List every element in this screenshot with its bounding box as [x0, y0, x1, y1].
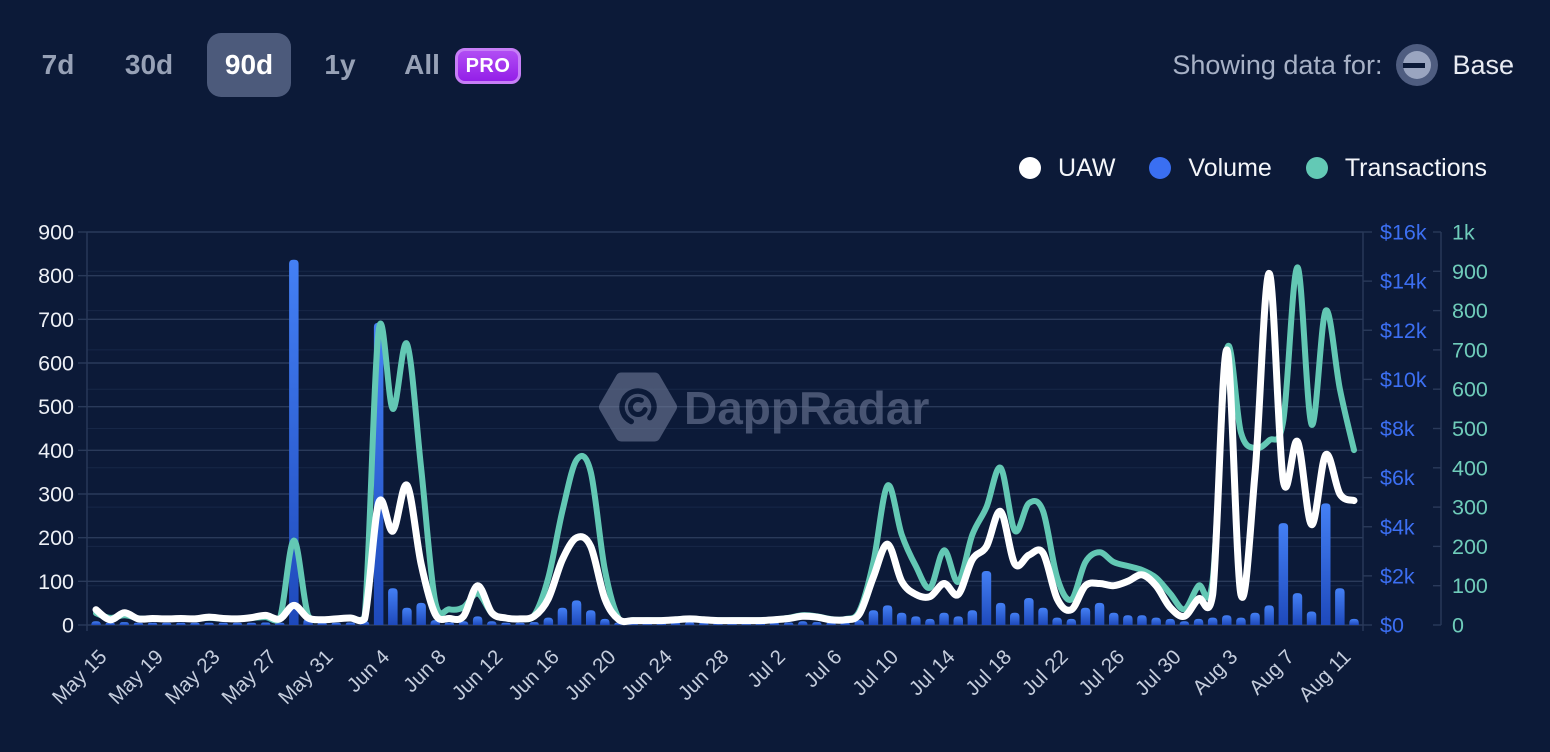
svg-text:$8k: $8k [1380, 417, 1415, 441]
svg-text:May 23: May 23 [161, 645, 225, 709]
svg-text:Jul 18: Jul 18 [961, 645, 1016, 700]
svg-text:$6k: $6k [1380, 466, 1415, 490]
chart-legend: UAW Volume Transactions [1019, 151, 1487, 185]
svg-text:600: 600 [38, 352, 74, 376]
svg-text:$16k: $16k [1380, 221, 1427, 245]
svg-text:Jun 24: Jun 24 [617, 645, 677, 705]
svg-text:Jun 16: Jun 16 [504, 645, 564, 705]
range-button-1y[interactable]: 1y [324, 49, 356, 80]
svg-text:$14k: $14k [1380, 270, 1427, 294]
svg-text:May 31: May 31 [274, 645, 338, 709]
legend-item-volume[interactable]: Volume [1149, 153, 1272, 183]
svg-text:200: 200 [1452, 535, 1488, 559]
svg-text:900: 900 [1452, 260, 1488, 284]
svg-text:$4k: $4k [1380, 515, 1415, 539]
svg-text:400: 400 [1452, 456, 1488, 480]
svg-text:0: 0 [62, 614, 74, 638]
svg-text:Jul 2: Jul 2 [743, 645, 790, 692]
svg-text:Jun 28: Jun 28 [674, 645, 734, 705]
transactions-legend-dot-icon [1305, 157, 1328, 179]
svg-text:500: 500 [38, 395, 74, 419]
range-button-all[interactable]: All [404, 49, 440, 80]
svg-text:Jul 26: Jul 26 [1074, 645, 1129, 700]
svg-text:Aug 7: Aug 7 [1245, 645, 1299, 699]
svg-text:600: 600 [1452, 378, 1488, 402]
svg-text:Jul 30: Jul 30 [1131, 645, 1186, 700]
volume-bars [91, 259, 1359, 625]
svg-text:700: 700 [1452, 338, 1488, 362]
svg-text:500: 500 [1452, 417, 1488, 441]
legend-label-volume: Volume [1188, 153, 1272, 182]
svg-text:May 27: May 27 [217, 645, 281, 709]
svg-text:$0: $0 [1380, 614, 1404, 638]
svg-text:Jun 20: Jun 20 [561, 645, 621, 705]
svg-text:100: 100 [38, 570, 74, 594]
svg-text:May 19: May 19 [104, 645, 168, 709]
svg-text:Jul 6: Jul 6 [800, 645, 847, 692]
svg-text:Jun 12: Jun 12 [448, 645, 508, 705]
network-name: Base [1452, 49, 1514, 80]
volume-axis-labels: $16k $14k $12k $10k $8k $6k $4k $2k $0 [1380, 221, 1427, 638]
legend-item-uaw[interactable]: UAW [1019, 154, 1115, 183]
base-network-icon [1396, 44, 1439, 86]
svg-text:800: 800 [38, 264, 74, 288]
svg-text:May 15: May 15 [48, 645, 112, 709]
range-button-30d[interactable]: 30d [124, 49, 174, 80]
volume-legend-dot-icon [1149, 157, 1172, 179]
svg-text:Jul 14: Jul 14 [905, 645, 960, 700]
svg-text:300: 300 [38, 483, 74, 507]
svg-text:800: 800 [1452, 299, 1488, 323]
uaw-line [92, 269, 1358, 626]
legend-label-uaw: UAW [1058, 153, 1116, 182]
svg-text:Jun 8: Jun 8 [399, 645, 451, 697]
transactions-axis-labels: 1k 900 800 700 600 500 400 300 200 100 0 [1452, 221, 1488, 638]
svg-text:100: 100 [1452, 574, 1488, 598]
range-button-7d[interactable]: 7d [41, 49, 75, 80]
showing-data-for-label: Showing data for: [1172, 49, 1383, 80]
svg-text:$10k: $10k [1380, 368, 1427, 392]
left-axis-labels: 900 800 700 600 500 400 300 200 100 0 [38, 221, 74, 638]
svg-text:Aug 11: Aug 11 [1294, 645, 1355, 706]
range-button-90d-active[interactable]: 90d [207, 33, 291, 97]
uaw-legend-dot-icon [1019, 157, 1042, 179]
svg-text:Aug 3: Aug 3 [1188, 645, 1242, 699]
network-picker[interactable]: Showing data for: Base [1172, 33, 1514, 97]
legend-item-transactions[interactable]: Transactions [1305, 153, 1487, 183]
svg-text:$2k: $2k [1380, 564, 1415, 588]
svg-text:0: 0 [1452, 614, 1464, 638]
svg-text:$12k: $12k [1380, 319, 1427, 343]
svg-text:Jul 10: Jul 10 [848, 645, 903, 700]
dappradar-watermark: DappRadar [599, 372, 929, 442]
svg-text:1k: 1k [1452, 221, 1475, 245]
svg-text:900: 900 [38, 221, 74, 245]
svg-text:Jul 22: Jul 22 [1018, 645, 1073, 700]
svg-text:400: 400 [38, 439, 74, 463]
svg-text:Jun 4: Jun 4 [343, 645, 395, 697]
svg-text:300: 300 [1452, 496, 1488, 520]
axis-frame [78, 231, 1442, 631]
svg-text:DappRadar: DappRadar [684, 382, 929, 434]
svg-text:700: 700 [38, 308, 74, 332]
svg-text:200: 200 [38, 526, 74, 550]
transactions-line [93, 264, 1357, 625]
pro-badge[interactable]: PRO [455, 48, 521, 84]
legend-label-transactions: Transactions [1344, 153, 1487, 182]
